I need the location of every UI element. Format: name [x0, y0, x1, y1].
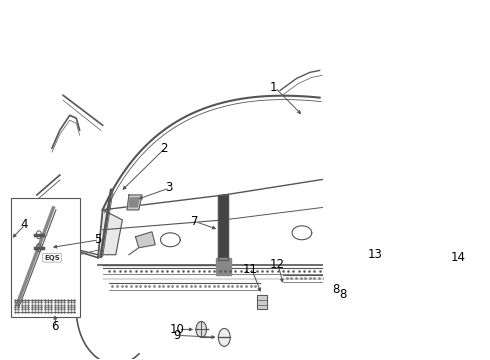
Text: 1: 1: [270, 81, 277, 94]
Text: 14: 14: [450, 251, 465, 264]
Circle shape: [196, 321, 206, 337]
Text: 3: 3: [165, 181, 172, 194]
Bar: [11, 198, 79, 318]
Polygon shape: [129, 198, 139, 207]
Polygon shape: [136, 232, 155, 248]
Text: 8: 8: [332, 283, 340, 296]
Text: 8: 8: [339, 288, 346, 301]
Text: 6: 6: [51, 320, 58, 333]
Text: 11: 11: [243, 263, 258, 276]
Polygon shape: [217, 258, 231, 275]
Polygon shape: [257, 294, 267, 310]
Text: 10: 10: [170, 323, 184, 336]
Text: 5: 5: [95, 233, 102, 246]
Polygon shape: [102, 210, 122, 255]
Text: 4: 4: [20, 218, 27, 231]
Text: EQS: EQS: [44, 255, 60, 261]
Polygon shape: [218, 195, 227, 260]
Text: 2: 2: [160, 141, 168, 155]
Text: 7: 7: [191, 215, 198, 228]
Circle shape: [219, 328, 230, 346]
Text: 12: 12: [270, 258, 284, 271]
Text: 9: 9: [173, 329, 181, 342]
Polygon shape: [127, 195, 142, 210]
Text: 13: 13: [368, 248, 383, 261]
